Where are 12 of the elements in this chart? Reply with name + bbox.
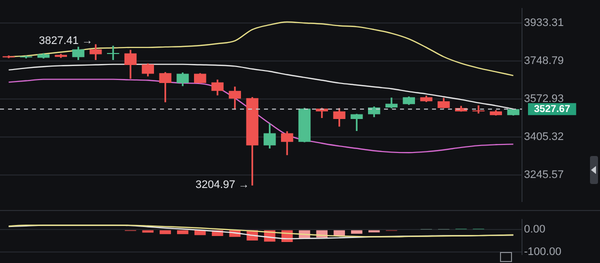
y-tick-label: 3933.31: [524, 16, 564, 29]
y-tick-label: 0.00: [524, 224, 546, 236]
y-tick-label: 3572.93: [524, 93, 564, 106]
y-tick-label: -100.00: [524, 246, 562, 258]
candlestick: [472, 105, 485, 114]
y-tick-label: 3748.79: [524, 55, 564, 68]
line-series: [8, 21, 514, 76]
y-tick-label: 3245.57: [524, 169, 564, 182]
y-tick-label: 3405.32: [524, 131, 564, 144]
annotation: 3827.41 →: [38, 35, 93, 48]
ref-line-label: 3527.67: [534, 104, 571, 115]
annotation: 3204.97 →: [195, 179, 250, 192]
